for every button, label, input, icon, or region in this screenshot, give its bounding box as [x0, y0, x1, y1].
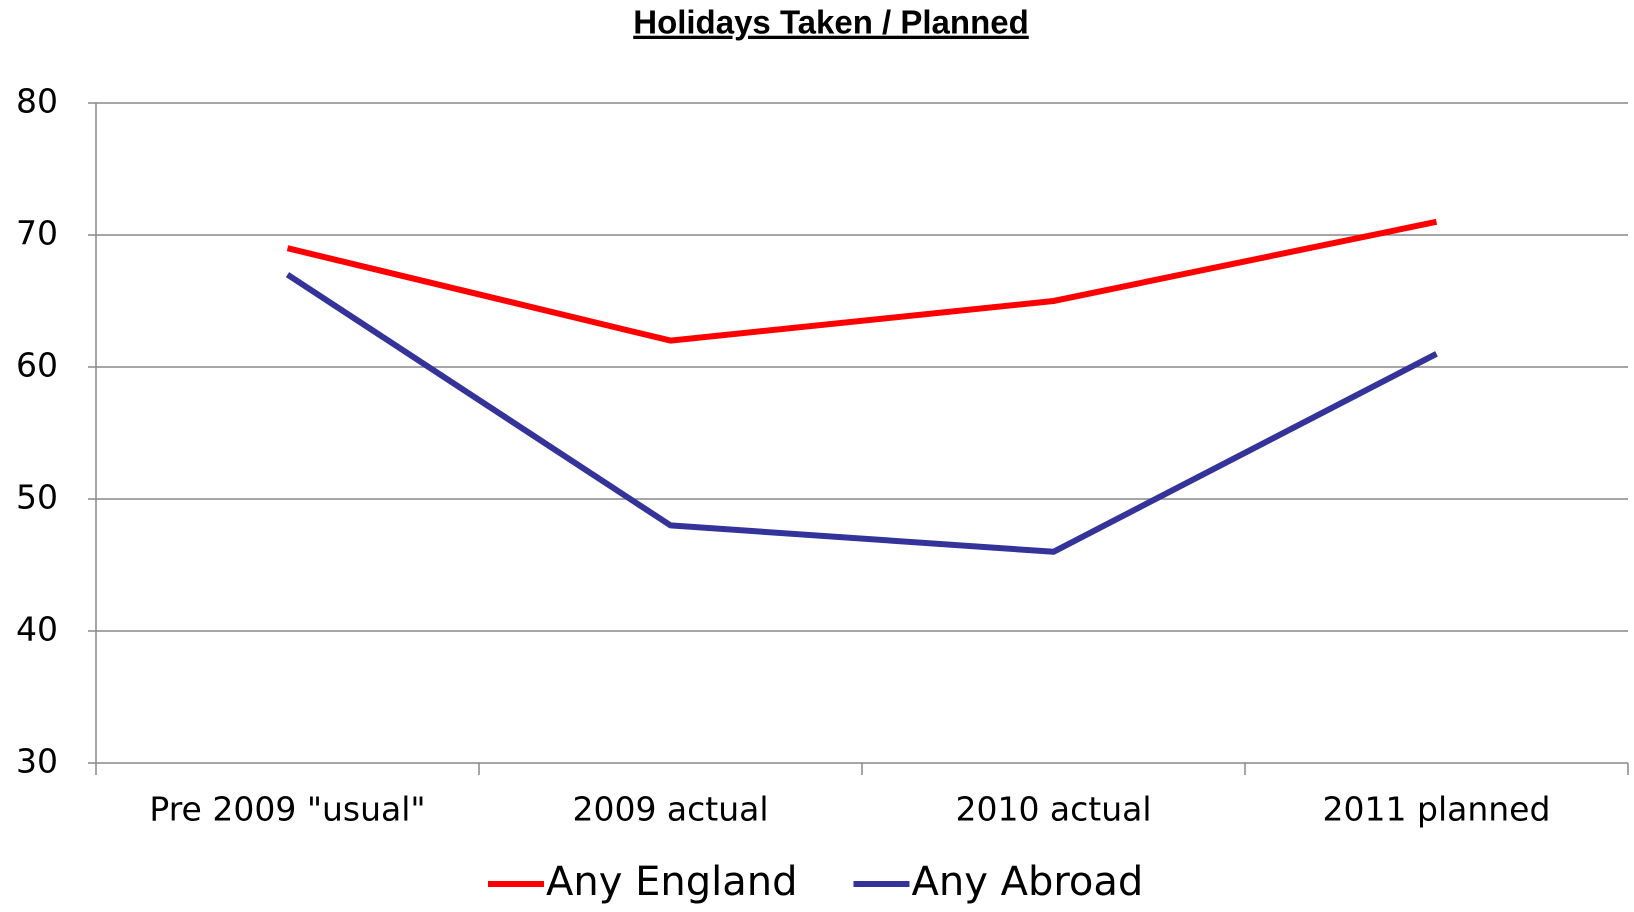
x-tick-label: Pre 2009 "usual" [149, 790, 425, 829]
chart-title: Holidays Taken / Planned [633, 4, 1029, 41]
x-tick-label: 2010 actual [955, 790, 1151, 829]
y-tick-label: 40 [16, 610, 58, 649]
y-tick-label: 60 [16, 346, 58, 385]
y-tick-label: 30 [16, 742, 58, 781]
legend-label: Any England [546, 859, 797, 905]
y-tick-label: 70 [16, 214, 58, 253]
series-line [286, 218, 1438, 344]
legend-label: Any Abroad [911, 859, 1143, 905]
x-tick-label: 2009 actual [572, 790, 768, 829]
series-line [285, 272, 1438, 555]
y-tick-label: 50 [16, 478, 58, 517]
x-tick-label: 2011 planned [1323, 790, 1551, 829]
y-tick-label: 80 [16, 82, 58, 121]
